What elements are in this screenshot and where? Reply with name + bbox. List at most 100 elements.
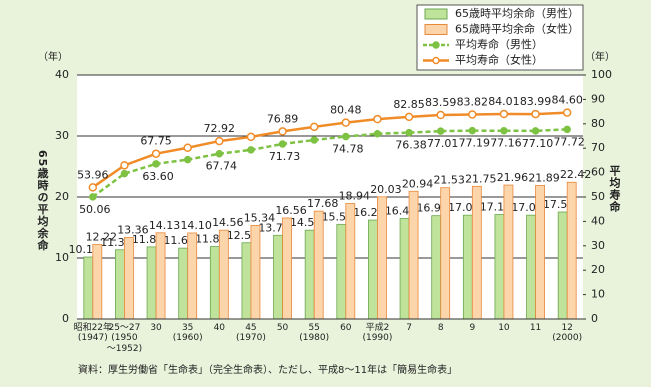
bar-label: 11.62 — [163, 234, 195, 247]
bar-label: 15.52 — [322, 210, 354, 223]
point-label: 71.73 — [269, 150, 301, 163]
point — [468, 110, 477, 119]
x-tick-label: 10 — [498, 323, 510, 333]
bar-label: 18.94 — [339, 189, 371, 202]
bar — [471, 185, 482, 320]
legend-swatch — [424, 8, 448, 20]
legend-marker — [432, 41, 440, 49]
point — [120, 161, 129, 170]
source-note: 資料：厚生労働省「生命表」（完全生命表）、ただし、平成8〜11年は「簡易生命表」 — [78, 365, 458, 376]
legend-swatch — [424, 24, 448, 35]
point — [183, 143, 192, 152]
bar — [336, 223, 347, 320]
bar-label: 11.88 — [195, 233, 227, 246]
point — [500, 126, 508, 135]
point-label: 77.19 — [459, 137, 491, 150]
point-label: 80.48 — [330, 104, 362, 117]
y2-tick-label: 80 — [591, 117, 605, 130]
point — [342, 132, 350, 141]
legend-label: 65歳時平均余命（男性） — [455, 6, 579, 20]
point — [215, 136, 224, 146]
bar-label: 16.56 — [275, 204, 307, 217]
point-label: 77.01 — [427, 137, 459, 150]
y2-tick-label: 60 — [591, 166, 605, 179]
line — [92, 128, 568, 198]
bar-label: 16.22 — [353, 206, 385, 219]
y2-tick-label: 0 — [591, 312, 598, 325]
point-label: 76.89 — [267, 112, 299, 125]
bar-label: 21.75 — [465, 172, 497, 185]
bar-label: 20.03 — [370, 183, 402, 196]
point — [436, 127, 445, 135]
point-label: 67.75 — [140, 135, 172, 148]
bar — [440, 187, 451, 320]
point — [151, 149, 161, 158]
bar — [408, 190, 419, 320]
x-tick-label: 11 — [529, 323, 542, 333]
bar — [155, 232, 166, 320]
bar — [462, 214, 473, 320]
point — [531, 109, 540, 119]
bar — [345, 203, 356, 320]
point — [405, 128, 413, 137]
bar-label: 16.48 — [385, 204, 417, 217]
point — [310, 136, 318, 144]
bar — [250, 225, 261, 320]
y2-tick-label: 20 — [591, 263, 605, 276]
bar — [124, 237, 134, 320]
bar — [494, 214, 505, 320]
point-label: 50.06 — [79, 203, 111, 216]
y-tick-label: 30 — [55, 129, 69, 142]
bar-label: 17.13 — [480, 201, 512, 214]
y2-tick-label: 30 — [591, 239, 605, 252]
x-tick-label: 55 (1980) — [299, 323, 330, 344]
bar — [187, 232, 198, 320]
bar-label: 15.34 — [244, 211, 276, 224]
bar — [146, 246, 157, 320]
bar-label: 12.50 — [227, 229, 259, 242]
line — [92, 111, 568, 189]
y2-axis-label: 平均寿命 — [608, 165, 621, 213]
y2-tick-label: 70 — [591, 141, 605, 154]
point — [373, 130, 382, 138]
bar — [209, 246, 220, 320]
x-tick-label: 35 (1960) — [172, 323, 203, 344]
point — [278, 140, 287, 148]
x-tick-label: 7 — [406, 323, 412, 333]
bar — [92, 244, 103, 320]
y2-tick-label: 90 — [591, 92, 605, 105]
point — [247, 146, 255, 154]
legend-label: 平均寿命（女性） — [455, 53, 543, 67]
legend-label: 平均寿命（男性） — [455, 37, 543, 51]
bar-label: 17.02 — [448, 201, 480, 214]
x-tick-label: 12 (2000) — [552, 323, 583, 344]
point — [278, 127, 287, 136]
x-tick-label: 9 — [469, 323, 476, 333]
bar — [83, 256, 94, 320]
bar — [535, 185, 545, 320]
x-tick-label: 45 (1970) — [235, 323, 266, 344]
point — [531, 127, 540, 135]
bar — [431, 215, 442, 320]
bar — [399, 218, 410, 320]
y-tick-label: 40 — [55, 68, 69, 81]
point — [120, 169, 129, 178]
point — [215, 149, 224, 158]
bar-label: 16.94 — [416, 202, 448, 215]
point — [468, 126, 477, 135]
point-label: 76.38 — [395, 139, 427, 152]
point — [341, 118, 351, 127]
point — [183, 155, 192, 164]
bar-label: 17.68 — [307, 197, 339, 210]
bar-label: 11.35 — [100, 236, 132, 249]
bar-label: 13.72 — [258, 221, 290, 234]
bar — [368, 219, 378, 320]
bar — [526, 214, 536, 320]
bar-label: 17.02 — [511, 201, 543, 214]
point-label: 83.99 — [520, 95, 552, 108]
point-label: 77.16 — [490, 137, 522, 150]
bar-label: 10.16 — [69, 243, 101, 256]
x-tick-label: 25〜27 (1950 〜1952) — [106, 323, 143, 354]
